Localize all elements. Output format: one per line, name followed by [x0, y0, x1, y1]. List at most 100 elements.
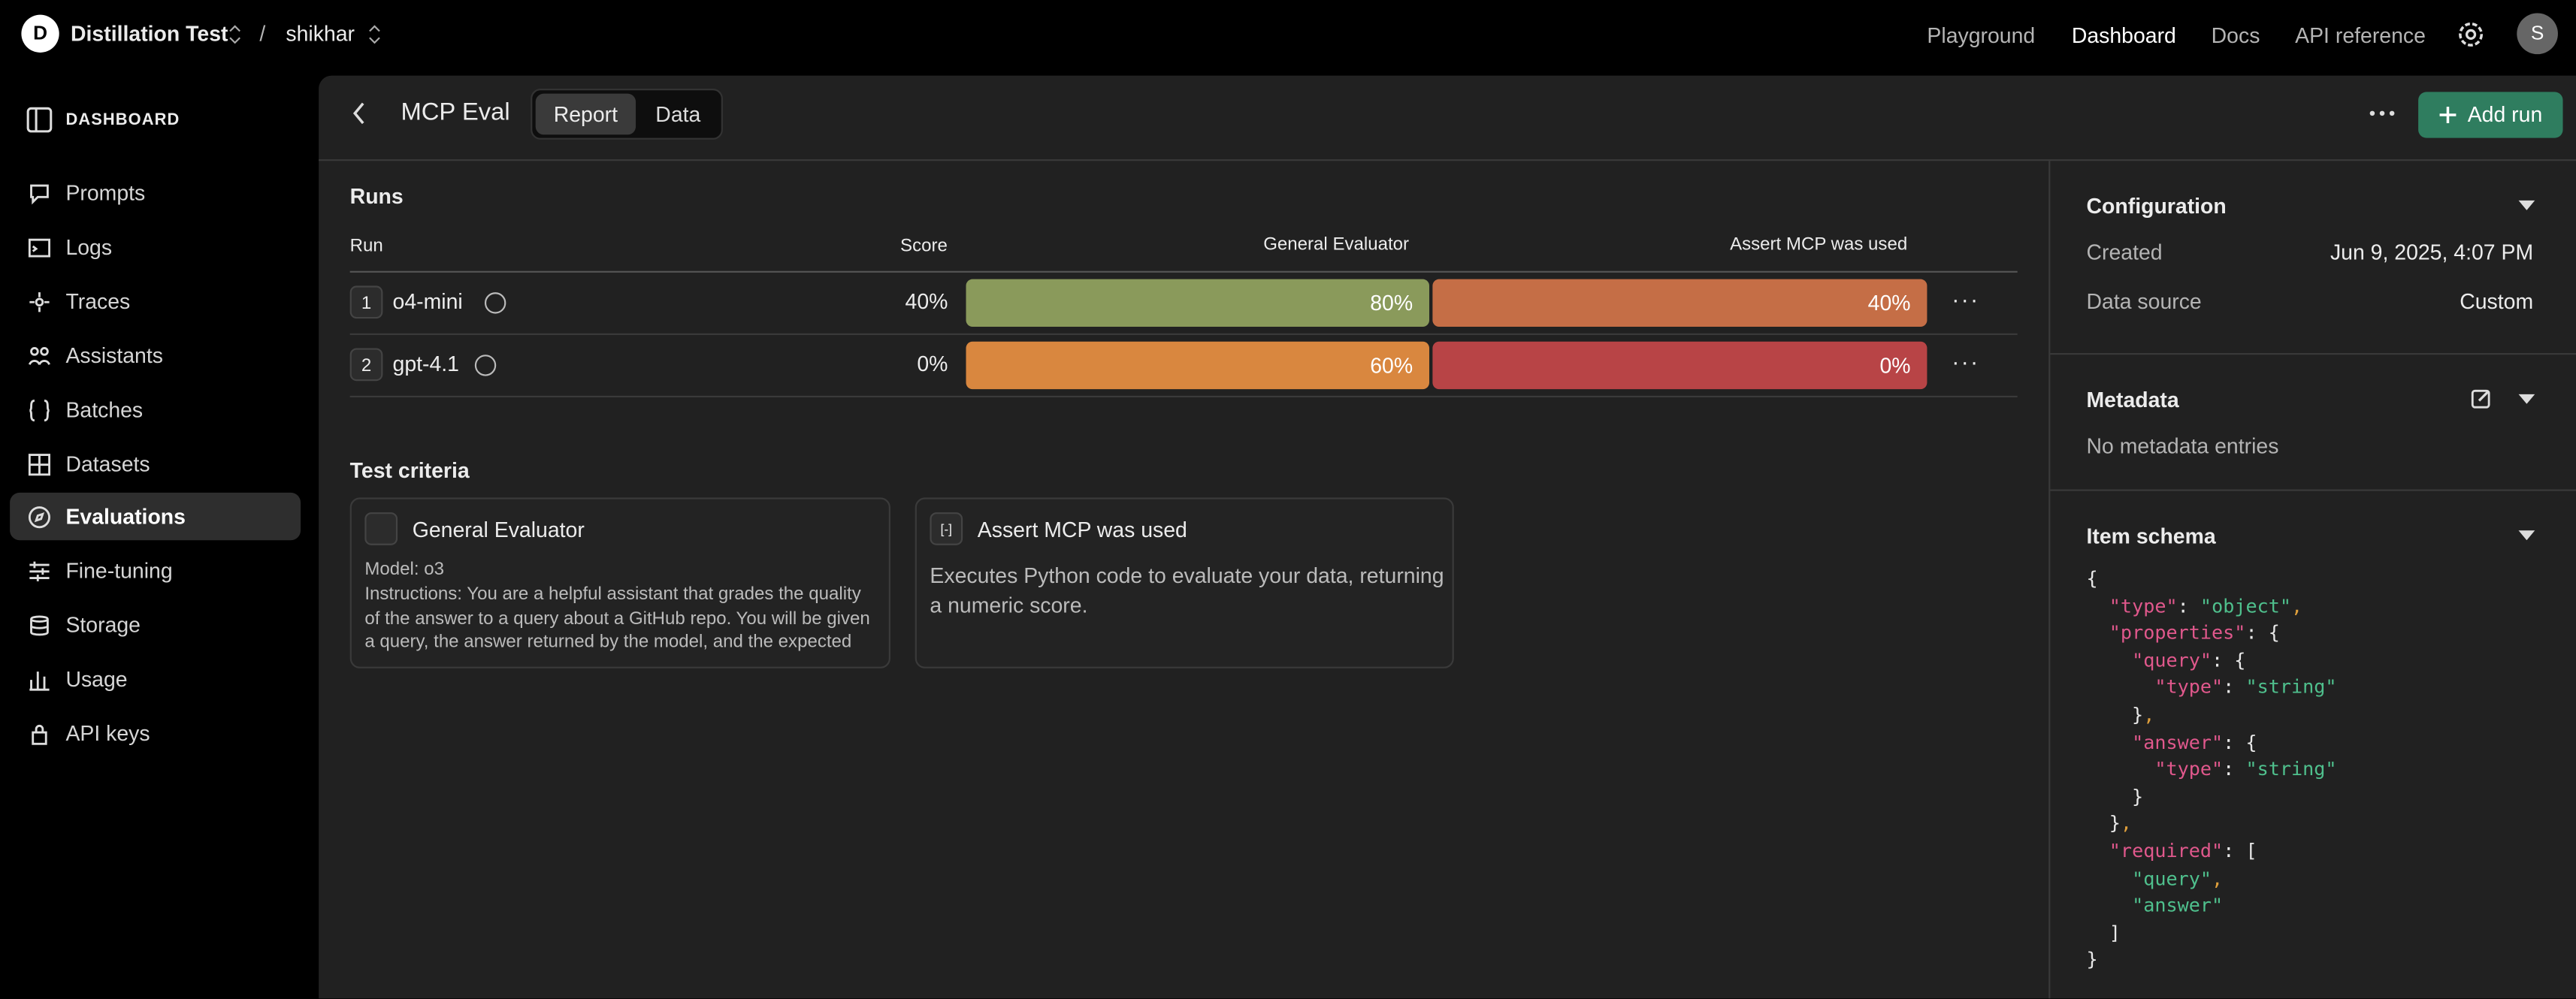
nav-link[interactable]: Docs	[2211, 23, 2260, 48]
run-name[interactable]: gpt-4.1	[392, 351, 460, 376]
panel-heading[interactable]: Metadata	[2086, 387, 2179, 412]
code-token: ,	[2120, 811, 2133, 835]
nav-link[interactable]: API reference	[2295, 23, 2426, 48]
code-token: "properties"	[2109, 620, 2246, 644]
code-line: },	[2086, 703, 2154, 726]
code-token: :	[2223, 675, 2246, 699]
back-button[interactable]	[352, 102, 368, 125]
add-run-label[interactable]: Add run	[2467, 101, 2543, 127]
sidebar-icon	[28, 506, 51, 530]
code-token: : {	[2223, 729, 2257, 753]
tab[interactable]: Data	[655, 101, 701, 127]
criteria-card[interactable]: General Evaluator Model: o3 Instructions…	[349, 497, 890, 669]
nav-link[interactable]: Playground	[1927, 23, 2036, 48]
sidebar-toggle[interactable]	[26, 107, 53, 133]
code-token: "string"	[2245, 757, 2337, 780]
sidebar-item[interactable]: Assistants	[10, 331, 301, 379]
sidebar-item[interactable]: Fine-tuning	[10, 548, 301, 595]
sidebar-item[interactable]: Logs	[10, 223, 301, 270]
code-token: "answer"	[2132, 893, 2224, 917]
column-header: Assert MCP was used	[1730, 234, 1908, 255]
org-avatar[interactable]: D	[21, 14, 59, 53]
sidebar-icon	[28, 238, 51, 258]
sidebar-icon	[32, 724, 47, 745]
code-token: ,	[2212, 866, 2224, 890]
info-icon[interactable]	[474, 355, 497, 376]
section-heading: Test criteria	[349, 457, 470, 483]
sidebar-label: Traces	[65, 288, 131, 314]
panel-heading[interactable]: Configuration	[2086, 193, 2227, 219]
nav-link[interactable]: Dashboard	[2071, 23, 2176, 48]
sidebar-item[interactable]: Prompts	[10, 169, 301, 216]
code-token: : [	[2223, 839, 2257, 862]
sidebar-item[interactable]: Evaluations	[10, 493, 301, 542]
sidebar-icon	[28, 453, 51, 475]
edit-icon[interactable]	[2471, 388, 2492, 409]
code-line: },	[2086, 812, 2132, 835]
code-token: "string"	[2245, 675, 2337, 699]
user-avatar[interactable]: S	[2517, 13, 2558, 55]
chevron	[369, 25, 380, 44]
code-token	[2086, 894, 2132, 917]
sidebar-label: Storage	[65, 612, 141, 638]
section-divider	[2050, 353, 2576, 355]
sidebar-label: Logs	[65, 234, 113, 260]
code-token	[2086, 866, 2132, 889]
code-token: :	[2223, 757, 2246, 780]
sidebar-item[interactable]: Usage	[10, 656, 301, 703]
chevron	[229, 25, 240, 44]
code-line: "answer": {	[2086, 730, 2257, 753]
panel-heading[interactable]: Item schema	[2086, 524, 2216, 549]
sidebar-item[interactable]: API keys	[10, 709, 301, 756]
card-title: General Evaluator	[412, 517, 585, 542]
collapse-icon[interactable]	[2518, 530, 2535, 541]
collapse-icon[interactable]	[2518, 200, 2535, 210]
code-line: "type": "object",	[2086, 594, 2302, 617]
sidebar-item[interactable]: Batches	[10, 385, 301, 433]
card-line: Model: o3	[364, 560, 444, 580]
field-value: Jun 9, 2025, 4:07 PM	[2330, 240, 2534, 264]
code-token: }	[2086, 784, 2144, 808]
code-line: }	[2086, 948, 2097, 971]
code-line: ]	[2086, 921, 2121, 944]
card-icon	[364, 512, 398, 545]
info-icon[interactable]	[484, 292, 506, 314]
sidebar-item[interactable]: Storage	[10, 602, 301, 649]
sidebar-heading: DASHBOARD	[65, 111, 180, 130]
code-token	[2086, 594, 2109, 617]
sidebar-item[interactable]: Datasets	[10, 439, 301, 487]
code-token: "type"	[2109, 593, 2178, 617]
project-name[interactable]: shikhar	[286, 21, 355, 47]
collapse-icon[interactable]	[2518, 394, 2535, 404]
row-menu[interactable]: ···	[1952, 285, 1980, 312]
org-name[interactable]: Distillation Test	[71, 21, 228, 47]
criteria-card[interactable]: [-] Assert MCP was used Executes Python …	[915, 497, 1454, 669]
code-token: "type"	[2154, 757, 2224, 780]
row-divider	[349, 395, 2018, 398]
more-button[interactable]	[2369, 108, 2396, 118]
code-line: "properties": {	[2086, 620, 2280, 644]
code-token: }	[2086, 702, 2144, 726]
separator: /	[259, 21, 266, 47]
run-name[interactable]: o4-mini	[392, 288, 463, 314]
code-line: "query": {	[2086, 648, 2245, 672]
code-token	[2086, 730, 2132, 753]
row-menu[interactable]: ···	[1952, 348, 1980, 375]
grade-cell: 80%	[966, 279, 1430, 327]
code-token	[2086, 839, 2109, 862]
header-divider	[319, 159, 2576, 161]
sidebar-icon	[29, 291, 50, 312]
code-line: "type": "string"	[2086, 757, 2336, 780]
field-label: Created	[2086, 240, 2163, 264]
code-token: }	[2086, 811, 2121, 835]
code-token: "required"	[2109, 839, 2224, 862]
sidebar-icon	[29, 346, 50, 365]
column-header: Run	[349, 236, 383, 257]
sidebar-icon	[29, 562, 50, 582]
settings-icon[interactable]	[2456, 20, 2485, 49]
sidebar-item[interactable]: Traces	[10, 277, 301, 324]
tab-active[interactable]: Report	[535, 93, 636, 135]
grade-cell: 0%	[1432, 341, 1927, 390]
sidebar-label: Fine-tuning	[65, 558, 173, 584]
